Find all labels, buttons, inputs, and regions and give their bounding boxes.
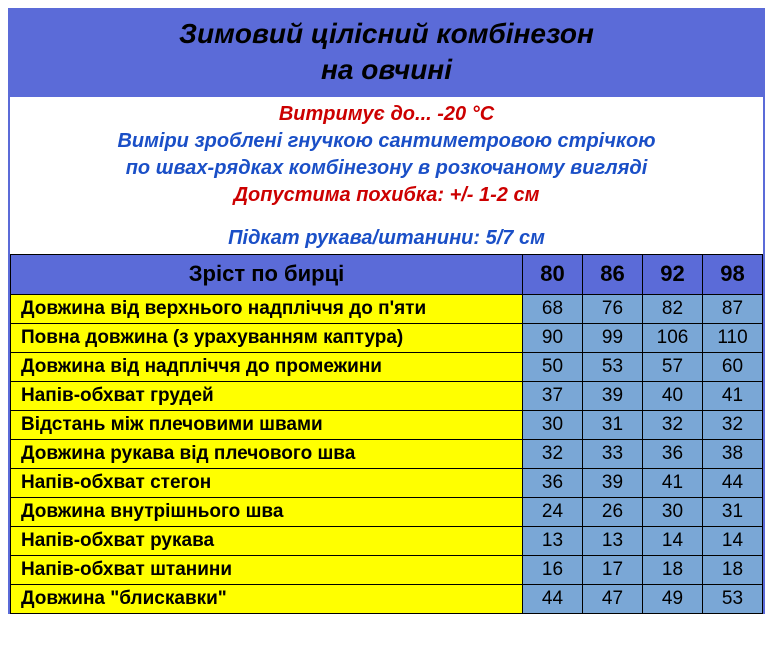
info-note-2: по швах-рядках комбінезону в розкочаному… [10, 155, 763, 182]
table-row: Повна довжина (з урахуванням каптура)909… [11, 323, 763, 352]
info-temp: Витримує до... -20 °C [10, 101, 763, 128]
cell-value: 53 [583, 352, 643, 381]
measurements-table: Зріст по бирці 80 86 92 98 Довжина від в… [10, 254, 763, 614]
title-line-1: Зимовий цілісний комбінезон [10, 16, 763, 52]
cell-value: 24 [523, 497, 583, 526]
cell-value: 36 [523, 468, 583, 497]
cell-value: 33 [583, 439, 643, 468]
row-label: Відстань між плечовими швами [11, 410, 523, 439]
info-block: Витримує до... -20 °C Виміри зроблені гн… [10, 97, 763, 211]
cell-value: 76 [583, 294, 643, 323]
table-row: Довжина рукава від плечового шва32333638 [11, 439, 763, 468]
info-note-1: Виміри зроблені гнучкою сантиметровою ст… [10, 128, 763, 155]
cell-value: 47 [583, 584, 643, 613]
row-label: Довжина рукава від плечового шва [11, 439, 523, 468]
table-row: Довжина внутрішнього шва24263031 [11, 497, 763, 526]
cell-value: 82 [643, 294, 703, 323]
table-row: Напів-обхват стегон36394144 [11, 468, 763, 497]
cell-value: 40 [643, 381, 703, 410]
cell-value: 14 [703, 526, 763, 555]
cell-value: 38 [703, 439, 763, 468]
cell-value: 17 [583, 555, 643, 584]
cell-value: 31 [703, 497, 763, 526]
info-cuff: Підкат рукава/штанини: 5/7 см [10, 225, 763, 252]
cell-value: 49 [643, 584, 703, 613]
cell-value: 31 [583, 410, 643, 439]
cell-value: 14 [643, 526, 703, 555]
cell-value: 30 [523, 410, 583, 439]
row-label: Напів-обхват штанини [11, 555, 523, 584]
size-col-2: 92 [643, 254, 703, 294]
cell-value: 41 [703, 381, 763, 410]
row-label: Напів-обхват грудей [11, 381, 523, 410]
table-row: Напів-обхват грудей37394041 [11, 381, 763, 410]
table-row: Довжина "блискавки"44474953 [11, 584, 763, 613]
cell-value: 50 [523, 352, 583, 381]
cell-value: 60 [703, 352, 763, 381]
cell-value: 57 [643, 352, 703, 381]
row-label: Напів-обхват рукава [11, 526, 523, 555]
cell-value: 18 [703, 555, 763, 584]
cell-value: 36 [643, 439, 703, 468]
table-row: Напів-обхват рукава13131414 [11, 526, 763, 555]
table-row: Довжина від верхнього надпліччя до п'яти… [11, 294, 763, 323]
cell-value: 13 [583, 526, 643, 555]
table-row: Відстань між плечовими швами30313232 [11, 410, 763, 439]
cell-value: 30 [643, 497, 703, 526]
row-label: Довжина від надпліччя до промежини [11, 352, 523, 381]
cell-value: 53 [703, 584, 763, 613]
cell-value: 37 [523, 381, 583, 410]
size-col-0: 80 [523, 254, 583, 294]
cell-value: 26 [583, 497, 643, 526]
cell-value: 39 [583, 381, 643, 410]
size-col-3: 98 [703, 254, 763, 294]
row-label: Повна довжина (з урахуванням каптура) [11, 323, 523, 352]
cell-value: 87 [703, 294, 763, 323]
cell-value: 68 [523, 294, 583, 323]
cell-value: 44 [703, 468, 763, 497]
table-row: Довжина від надпліччя до промежини505357… [11, 352, 763, 381]
table-row: Напів-обхват штанини16171818 [11, 555, 763, 584]
row-label: Довжина внутрішнього шва [11, 497, 523, 526]
cell-value: 44 [523, 584, 583, 613]
info-tolerance: Допустима похибка: +/- 1-2 см [10, 182, 763, 209]
cell-value: 106 [643, 323, 703, 352]
gap [10, 211, 763, 221]
cell-value: 41 [643, 468, 703, 497]
header-label: Зріст по бирці [11, 254, 523, 294]
cell-value: 99 [583, 323, 643, 352]
cell-value: 13 [523, 526, 583, 555]
title-block: Зимовий цілісний комбінезон на овчині [10, 10, 763, 97]
cell-value: 32 [523, 439, 583, 468]
info-block-2: Підкат рукава/штанини: 5/7 см [10, 221, 763, 254]
cell-value: 90 [523, 323, 583, 352]
cell-value: 39 [583, 468, 643, 497]
cell-value: 110 [703, 323, 763, 352]
cell-value: 16 [523, 555, 583, 584]
row-label: Довжина від верхнього надпліччя до п'яти [11, 294, 523, 323]
cell-value: 18 [643, 555, 703, 584]
cell-value: 32 [643, 410, 703, 439]
cell-value: 32 [703, 410, 763, 439]
row-label: Довжина "блискавки" [11, 584, 523, 613]
size-col-1: 86 [583, 254, 643, 294]
size-chart: Зимовий цілісний комбінезон на овчині Ви… [8, 8, 765, 614]
row-label: Напів-обхват стегон [11, 468, 523, 497]
title-line-2: на овчині [10, 52, 763, 88]
table-header-row: Зріст по бирці 80 86 92 98 [11, 254, 763, 294]
